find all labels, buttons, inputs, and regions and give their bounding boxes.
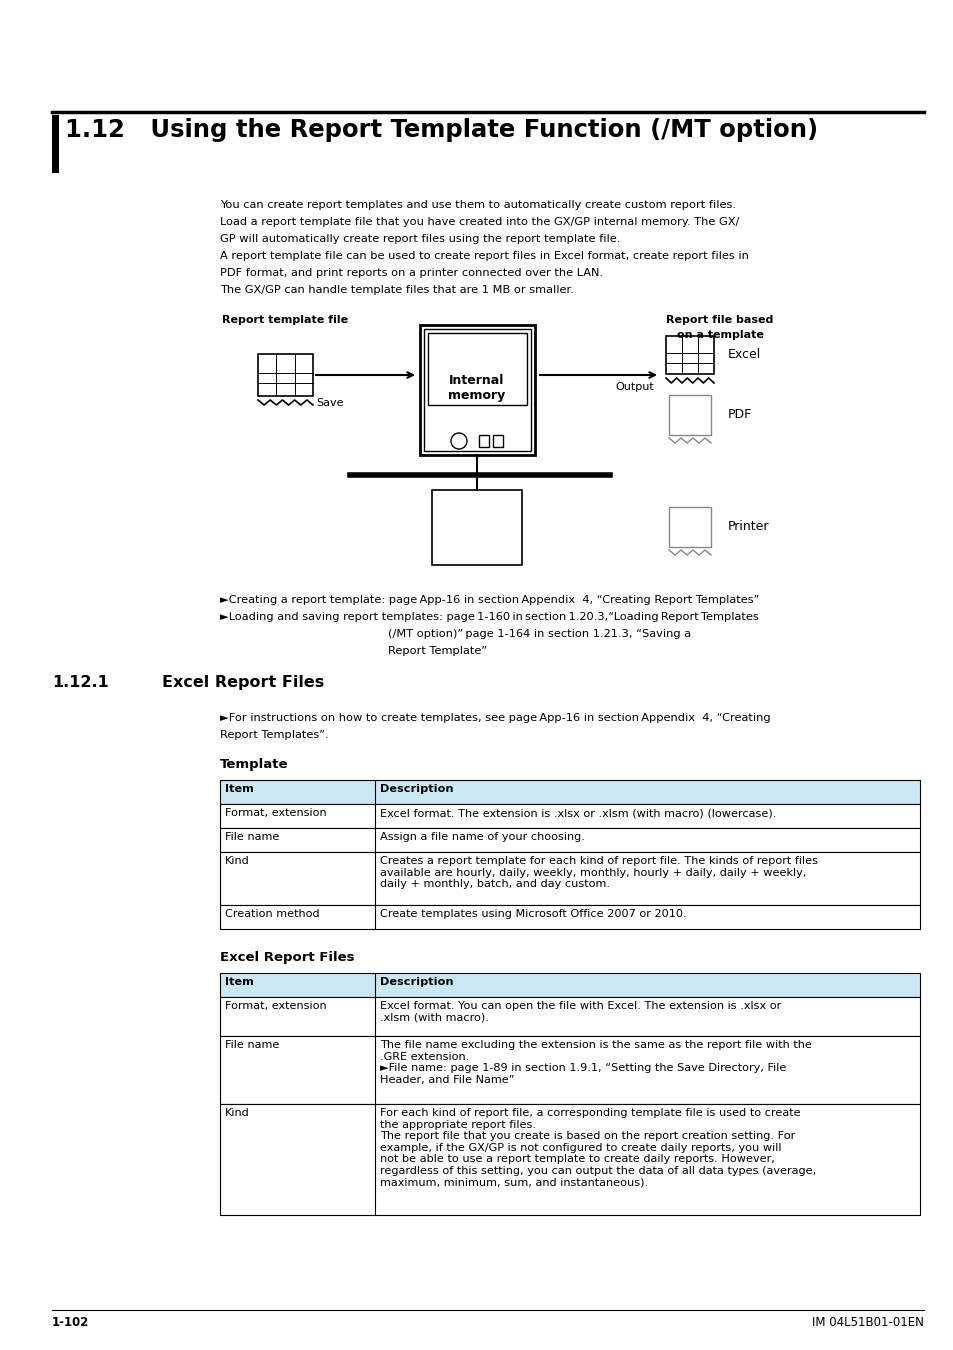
Bar xyxy=(220,852,919,905)
Text: Printer: Printer xyxy=(727,521,769,533)
Text: Excel: Excel xyxy=(727,348,760,362)
Text: Report Template”: Report Template” xyxy=(388,647,487,656)
Text: Assign a file name of your choosing.: Assign a file name of your choosing. xyxy=(379,832,584,842)
Text: Kind: Kind xyxy=(225,856,250,865)
Text: Report Templates”.: Report Templates”. xyxy=(220,730,328,740)
Bar xyxy=(428,333,526,405)
Bar xyxy=(493,435,502,447)
Text: Item: Item xyxy=(225,977,253,987)
Text: memory: memory xyxy=(448,390,505,402)
Text: 1-102: 1-102 xyxy=(52,1316,90,1328)
Text: Format, extension: Format, extension xyxy=(225,809,326,818)
Bar xyxy=(220,998,919,1035)
Text: You can create report templates and use them to automatically create custom repo: You can create report templates and use … xyxy=(220,200,735,211)
Bar xyxy=(52,115,59,173)
Text: For each kind of report file, a corresponding template file is used to create
th: For each kind of report file, a correspo… xyxy=(379,1108,816,1188)
Text: 1.12.1: 1.12.1 xyxy=(52,675,109,690)
Bar xyxy=(665,336,713,374)
Bar xyxy=(419,325,535,455)
Bar xyxy=(478,435,489,447)
Text: ►Loading and saving report templates: page 1-160 in section 1.20.3,“Loading Repo: ►Loading and saving report templates: pa… xyxy=(220,612,758,622)
Bar xyxy=(220,828,919,852)
Text: PDF format, and print reports on a printer connected over the LAN.: PDF format, and print reports on a print… xyxy=(220,269,602,278)
Text: Save: Save xyxy=(315,398,343,408)
Text: The GX/GP can handle template files that are 1 MB or smaller.: The GX/GP can handle template files that… xyxy=(220,285,574,296)
Text: Description: Description xyxy=(379,977,453,987)
Text: Report file based: Report file based xyxy=(665,315,773,325)
Text: ►Creating a report template: page App-16 in section Appendix  4, “Creating Repor: ►Creating a report template: page App-16… xyxy=(220,595,759,605)
Text: File name: File name xyxy=(225,832,279,842)
Text: Create templates using Microsoft Office 2007 or 2010.: Create templates using Microsoft Office … xyxy=(379,909,686,919)
Bar xyxy=(220,805,919,828)
Text: (/MT option)” page 1-164 in section 1.21.3, “Saving a: (/MT option)” page 1-164 in section 1.21… xyxy=(388,629,690,639)
Text: Creates a report template for each kind of report file. The kinds of report file: Creates a report template for each kind … xyxy=(379,856,817,890)
Text: The file name excluding the extension is the same as the report file with the
.G: The file name excluding the extension is… xyxy=(379,1040,811,1085)
Bar xyxy=(220,780,919,805)
Text: File name: File name xyxy=(225,1040,279,1050)
Text: Excel Report Files: Excel Report Files xyxy=(162,675,324,690)
Text: PDF: PDF xyxy=(727,409,752,421)
Text: Output: Output xyxy=(615,382,654,391)
Text: Excel format. You can open the file with Excel. The extension is .xlsx or
.xlsm : Excel format. You can open the file with… xyxy=(379,1000,781,1022)
Text: on a template: on a template xyxy=(676,329,762,340)
Circle shape xyxy=(451,433,467,450)
Text: GP will automatically create report files using the report template file.: GP will automatically create report file… xyxy=(220,234,619,244)
Text: Creation method: Creation method xyxy=(225,909,319,919)
Bar xyxy=(220,1104,919,1215)
Text: Excel Report Files: Excel Report Files xyxy=(220,950,355,964)
Text: Report template file: Report template file xyxy=(222,315,348,325)
Bar xyxy=(668,508,710,547)
Text: Load a report template file that you have created into the GX/GP internal memory: Load a report template file that you hav… xyxy=(220,217,739,227)
Bar xyxy=(432,490,521,566)
Text: Excel format. The extension is .xlsx or .xlsm (with macro) (lowercase).: Excel format. The extension is .xlsx or … xyxy=(379,809,776,818)
Text: A report template file can be used to create report files in Excel format, creat: A report template file can be used to cr… xyxy=(220,251,748,261)
Text: Internal: Internal xyxy=(449,374,504,386)
Text: Description: Description xyxy=(379,784,453,794)
Text: Item: Item xyxy=(225,784,253,794)
Text: Template: Template xyxy=(220,757,288,771)
Bar xyxy=(220,973,919,998)
Bar xyxy=(257,354,313,396)
Bar xyxy=(220,1035,919,1104)
Text: Format, extension: Format, extension xyxy=(225,1000,326,1011)
Text: ►For instructions on how to create templates, see page App-16 in section Appendi: ►For instructions on how to create templ… xyxy=(220,713,770,724)
Text: Kind: Kind xyxy=(225,1108,250,1118)
Bar xyxy=(423,329,531,451)
Text: 1.12   Using the Report Template Function (/MT option): 1.12 Using the Report Template Function … xyxy=(65,117,818,142)
Bar xyxy=(220,904,919,929)
Bar xyxy=(668,396,710,435)
Text: IM 04L51B01-01EN: IM 04L51B01-01EN xyxy=(811,1316,923,1328)
